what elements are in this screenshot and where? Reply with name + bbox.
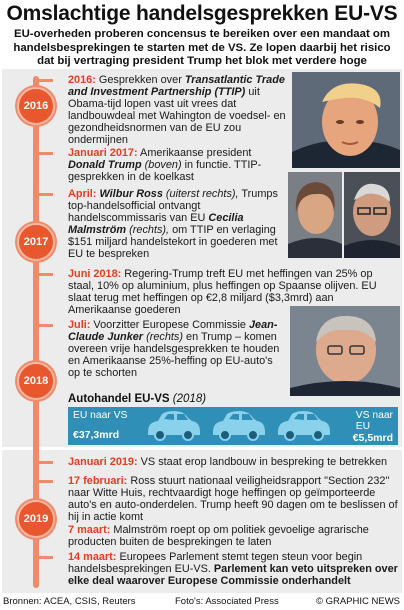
event-2016: 2016: Gesprekken over Transatlantic Trad… xyxy=(68,74,286,147)
year-badge-2016: 2016 xyxy=(17,87,55,125)
event-2019-march-7: 7 maart: Malmström roept op om politiek … xyxy=(68,524,369,549)
event-2017-april: April: Wilbur Ross (uiterst rechts), Tru… xyxy=(68,188,278,261)
footer-sources: Bronnen: ACEA, CSIS, Reuters xyxy=(3,596,136,607)
event-2017-january: Januari 2017: Amerikaanse president Dona… xyxy=(68,147,262,184)
car-icon xyxy=(274,410,332,447)
timeline-tick xyxy=(39,273,53,276)
event-date: 17 februari: xyxy=(68,475,128,487)
timeline-line xyxy=(33,76,39,588)
eu-to-us-label: EU naar VS xyxy=(73,410,128,421)
juncker-photo xyxy=(290,306,400,396)
car-icon xyxy=(144,410,202,447)
ross-photo xyxy=(344,172,400,258)
year-badge-2019: 2019 xyxy=(17,500,55,538)
year-badge-2018: 2018 xyxy=(17,362,55,400)
footer-credit: © GRAPHIC NEWS xyxy=(315,596,400,607)
malmstrom-photo xyxy=(288,172,342,258)
us-to-eu-value: €5,5mrd xyxy=(352,432,393,444)
timeline-tick xyxy=(39,324,53,327)
timeline-tick xyxy=(39,79,53,82)
event-date: Januari 2019: xyxy=(68,456,138,468)
event-date: 14 maart: xyxy=(68,551,117,563)
page-title: Omslachtige handelsgesprekken EU-VS xyxy=(6,2,398,25)
footer-photos: Foto's: Associated Press xyxy=(175,596,279,607)
event-date: Juni 2018: xyxy=(68,268,122,280)
event-2019-january: Januari 2019: VS staat erop landbouw in … xyxy=(68,456,388,468)
trade-title: Autohandel EU-VS (2018) xyxy=(68,393,207,405)
event-2019-march-14: 14 maart: Europees Parlement stemt tegen… xyxy=(68,551,398,588)
trump-photo xyxy=(292,72,400,168)
timeline-tick xyxy=(39,193,53,196)
timeline-tick xyxy=(39,480,53,483)
timeline-tick xyxy=(39,152,53,155)
event-2018-july: Juli: Voorzitter Europese Commissie Jean… xyxy=(68,319,280,380)
event-date: April: xyxy=(68,188,97,200)
event-date: 2016: xyxy=(68,74,96,86)
us-to-eu-label: VS naar EU xyxy=(355,410,393,432)
auto-trade-box: EU naar VS €37,3mrd VS naar EU €5,5mrd xyxy=(68,407,398,445)
timeline-tick xyxy=(39,461,53,464)
event-date: 7 maart: xyxy=(68,524,111,536)
car-icon xyxy=(209,410,267,447)
year-badge-2017: 2017 xyxy=(17,223,55,261)
eu-to-us-value: €37,3mrd xyxy=(73,429,120,441)
event-2019-february: 17 februari: Ross stuurt nationaal veili… xyxy=(68,475,398,524)
timeline-tick xyxy=(39,556,53,559)
event-date: Januari 2017: xyxy=(68,147,138,159)
event-2018-june: Juni 2018: Regering-Trump treft EU met h… xyxy=(68,268,377,317)
panel-divider xyxy=(2,447,402,450)
event-date: Juli: xyxy=(68,319,91,331)
